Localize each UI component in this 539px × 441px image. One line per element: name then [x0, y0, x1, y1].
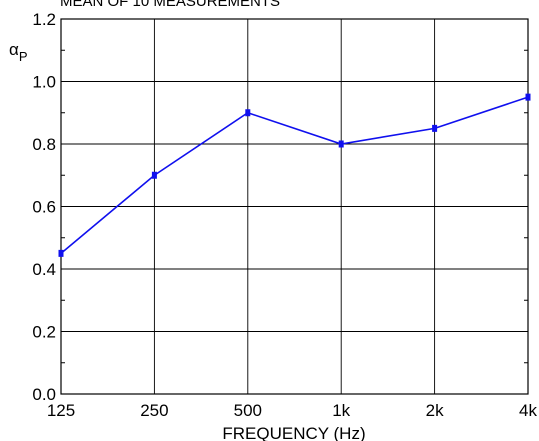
x-tick-label: 125 [47, 401, 75, 420]
data-point [525, 93, 531, 101]
y-tick-label: 1.0 [32, 73, 56, 92]
y-tick-label: 1.2 [32, 10, 56, 29]
data-point [151, 171, 157, 179]
y-tick-label: 0.8 [32, 135, 56, 154]
y-axis-label-symbol: α [9, 40, 19, 59]
x-tick-label: 4k [519, 401, 537, 420]
data-point [245, 109, 251, 117]
y-tick-labels: 0.0 0.2 0.4 0.6 0.8 1.0 1.2 [32, 10, 56, 404]
y-axis-label: αP [9, 40, 28, 64]
x-axis-label: FREQUENCY (Hz) [222, 424, 365, 441]
y-tick-label: 0.6 [32, 198, 56, 217]
series-line [60, 96, 529, 254]
x-tick-labels: 125 250 500 1k 2k 4k [47, 401, 538, 420]
y-tick-label: 0.4 [32, 260, 56, 279]
x-tick-label: 1k [332, 401, 350, 420]
series-group [58, 93, 531, 257]
y-tick-label: 0.2 [32, 323, 56, 342]
plot-frame [60, 18, 529, 395]
data-point [432, 124, 438, 132]
minor-ticks [61, 49, 528, 364]
x-tick-label: 500 [234, 401, 262, 420]
y-tick-label: 0.0 [32, 385, 56, 404]
x-tick-label: 2k [426, 401, 444, 420]
data-point [58, 249, 64, 257]
y-axis-label-subscript: P [19, 49, 28, 64]
chart-title: MEAN OF 10 MEASUREMENTS [60, 0, 280, 10]
grid [61, 19, 528, 394]
data-point [338, 140, 344, 148]
x-tick-label: 250 [140, 401, 168, 420]
